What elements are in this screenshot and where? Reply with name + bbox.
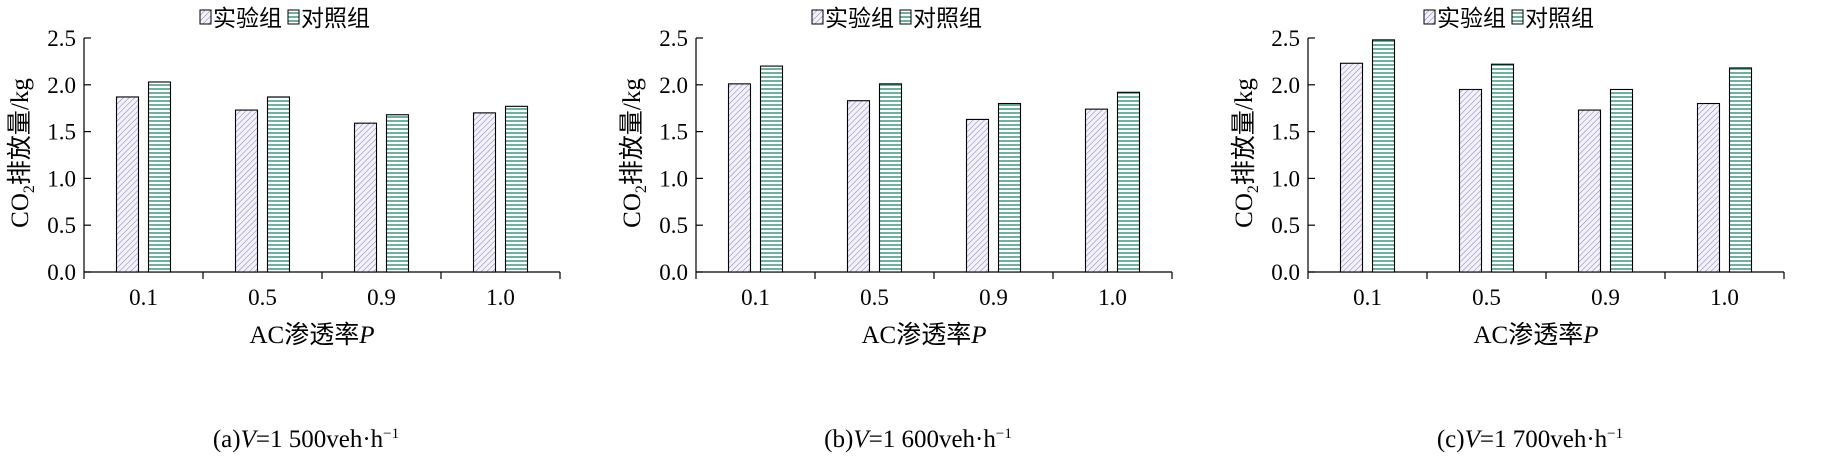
- legend-swatch-experiment: [199, 9, 212, 25]
- legend-label-control: 对照组: [913, 6, 982, 31]
- y-tick-label: 2.5: [1271, 26, 1300, 51]
- y-tick-label: 0.5: [1271, 213, 1300, 238]
- legend: 实验组 对照组: [199, 6, 370, 31]
- y-tick-label: 1.5: [659, 120, 688, 145]
- bar-experiment: [1084, 108, 1109, 273]
- bar-chart-a: 实验组 对照组 0.0 0.5 1.0 1.5 2.0 2.5 0.1 0.5 0.9 1.0 AC渗透…: [6, 6, 561, 349]
- chart-panel-a: 实验组 对照组 0.0 0.5 1.0 1.5 2.0 2.5 0.1 0.5 0.9 1.0 AC渗透…: [0, 0, 612, 476]
- legend-swatch-control: [899, 9, 912, 25]
- bar-experiment: [727, 83, 752, 273]
- bar-experiment: [846, 100, 871, 273]
- y-tick-label: 0.0: [659, 260, 688, 285]
- bar-experiment: [353, 122, 378, 273]
- caption-variable: V: [853, 426, 869, 453]
- bar-control: [1728, 67, 1753, 273]
- y-tick-label: 1.0: [659, 166, 688, 191]
- y-tick-label: 1.0: [47, 166, 76, 191]
- x-tick-label: 0.9: [979, 285, 1008, 310]
- legend-swatch-control: [287, 9, 300, 25]
- caption-value: =1 500veh·h: [255, 426, 384, 453]
- caption-label: (c): [1436, 426, 1465, 453]
- y-tick-label: 2.5: [47, 26, 76, 51]
- bar-control: [1371, 39, 1396, 273]
- y-tick-label: 2.5: [659, 26, 688, 51]
- x-axis-label: AC渗透率P: [249, 321, 374, 349]
- legend: 实验组 对照组: [1423, 6, 1594, 31]
- y-tick-label: 1.5: [47, 120, 76, 145]
- bar-experiment: [1577, 109, 1602, 273]
- bar-control: [266, 96, 291, 273]
- y-tick-label: 2.0: [47, 73, 76, 98]
- caption-label: (a): [212, 426, 241, 453]
- y-tick-label: 1.0: [1271, 166, 1300, 191]
- caption-variable: V: [1464, 426, 1480, 453]
- bar-control: [759, 65, 784, 273]
- bar-control: [878, 83, 903, 273]
- caption-label: (b): [824, 426, 854, 453]
- legend-label-experiment: 实验组: [213, 6, 282, 31]
- caption-b: (b)V=1 600veh·h−1: [612, 426, 1224, 454]
- bar-experiment: [234, 109, 259, 273]
- bar-control: [147, 81, 172, 273]
- y-axis-label: CO2排放量/kg: [1230, 78, 1262, 228]
- caption-exponent: −1: [995, 426, 1012, 442]
- x-tick-label: 0.1: [129, 285, 158, 310]
- bar-experiment: [115, 96, 140, 273]
- y-tick-label: 0.5: [659, 213, 688, 238]
- y-axis-label: CO2排放量/kg: [618, 78, 650, 228]
- x-tick-label: 0.1: [741, 285, 770, 310]
- legend-swatch-experiment: [1423, 9, 1436, 25]
- x-tick-label: 0.1: [1353, 285, 1382, 310]
- legend-label-experiment: 实验组: [1437, 6, 1506, 31]
- bar-control: [997, 102, 1022, 273]
- bar-control: [1490, 63, 1515, 273]
- x-tick-label: 0.9: [1591, 285, 1620, 310]
- legend-label-experiment: 实验组: [825, 6, 894, 31]
- y-tick-label: 2.0: [659, 73, 688, 98]
- bar-chart-b: 实验组 对照组 0.0 0.5 1.0 1.5 2.0 2.5 0.1 0.5 0.9 1.0 AC渗透…: [618, 6, 1173, 349]
- bar-control: [504, 105, 529, 273]
- bar-control: [1116, 91, 1141, 273]
- x-axis-label: AC渗透率P: [861, 321, 986, 349]
- legend-label-control: 对照组: [301, 6, 370, 31]
- legend-label-control: 对照组: [1525, 6, 1594, 31]
- x-tick-label: 0.9: [367, 285, 396, 310]
- caption-c: (c)V=1 700veh·h−1: [1224, 426, 1836, 454]
- y-tick-label: 0.0: [47, 260, 76, 285]
- y-tick-label: 1.5: [1271, 120, 1300, 145]
- legend: 实验组 对照组: [811, 6, 982, 31]
- x-tick-label: 0.5: [860, 285, 889, 310]
- y-tick-label: 0.0: [1271, 260, 1300, 285]
- bar-experiment: [472, 112, 497, 273]
- chart-panel-b: 实验组 对照组 0.0 0.5 1.0 1.5 2.0 2.5 0.1 0.5 0.9 1.0 AC渗透…: [612, 0, 1224, 476]
- y-tick-label: 2.0: [1271, 73, 1300, 98]
- x-axis-label: AC渗透率P: [1473, 321, 1598, 349]
- chart-panel-c: 实验组 对照组 0.0 0.5 1.0 1.5 2.0 2.5 0.1 0.5 0.9 1.0 AC渗透…: [1224, 0, 1836, 476]
- y-axis-label: CO2排放量/kg: [6, 78, 38, 228]
- x-tick-label: 0.5: [248, 285, 277, 310]
- caption-value: =1 600veh·h: [868, 426, 996, 453]
- y-tick-label: 0.5: [47, 213, 76, 238]
- bar-control: [385, 114, 410, 273]
- legend-swatch-control: [1511, 9, 1524, 25]
- x-tick-label: 1.0: [1710, 285, 1739, 310]
- caption-value: =1 700veh·h: [1479, 426, 1608, 453]
- caption-a: (a)V=1 500veh·h−1: [0, 426, 612, 454]
- bar-experiment: [1696, 102, 1721, 273]
- x-tick-label: 1.0: [1098, 285, 1127, 310]
- caption-variable: V: [240, 426, 256, 453]
- bar-control: [1609, 88, 1634, 273]
- bar-experiment: [1339, 62, 1364, 273]
- caption-exponent: −1: [383, 426, 400, 442]
- x-tick-label: 1.0: [486, 285, 515, 310]
- x-tick-label: 0.5: [1472, 285, 1501, 310]
- bar-experiment: [965, 118, 990, 273]
- bar-experiment: [1458, 88, 1483, 273]
- caption-exponent: −1: [1607, 426, 1624, 442]
- bar-chart-c: 实验组 对照组 0.0 0.5 1.0 1.5 2.0 2.5 0.1 0.5 0.9 1.0 AC渗透…: [1230, 6, 1785, 349]
- legend-swatch-experiment: [811, 9, 824, 25]
